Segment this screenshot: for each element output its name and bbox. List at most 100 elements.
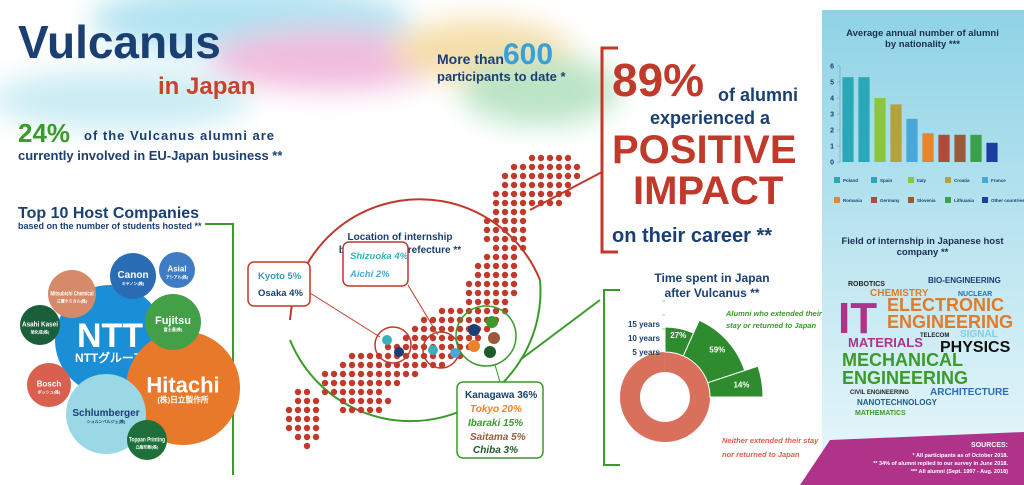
participants-suffix: participants to date * (437, 69, 567, 84)
time-title: after Vulcanus ** (665, 286, 760, 300)
map-dot (501, 289, 509, 297)
legend-label: Romania (843, 198, 863, 203)
map-dot (537, 172, 545, 180)
map-dot (420, 361, 428, 369)
map-dot (294, 424, 302, 432)
prefecture: Chiba 3% (473, 445, 518, 456)
legend-text: Neither extended their stay (722, 436, 819, 445)
map-dot (537, 154, 545, 162)
marker (450, 348, 460, 358)
map-dot (474, 298, 482, 306)
segment-label: 27% (670, 331, 686, 340)
impact-percent: 89% (612, 54, 704, 106)
map-dot (528, 181, 536, 189)
y-tick-label: 5 (830, 80, 834, 87)
y-tick-label: 3 (830, 112, 834, 119)
map-dot (573, 172, 581, 180)
map-dot (438, 361, 446, 369)
company-local-name: (株)日立製作所 (157, 394, 209, 404)
impact-text: experienced a (650, 108, 771, 128)
map-dot (483, 217, 491, 225)
bar (858, 77, 870, 162)
legend-text: Alumni who extended their (725, 309, 823, 318)
field-word: ENGINEERING (842, 368, 968, 388)
map-dot (411, 343, 419, 351)
map-dot (492, 298, 500, 306)
map-dot (510, 172, 518, 180)
map-dot (510, 208, 518, 216)
bar (842, 77, 854, 162)
bar (938, 134, 950, 162)
map-dot (501, 190, 509, 198)
map-dot (411, 370, 419, 378)
field-word: ELECTRONIC (887, 295, 1004, 315)
company-local-name: キヤノン(株) (122, 280, 145, 286)
map-dot (483, 226, 491, 234)
map-dot (537, 199, 545, 207)
map-dot (303, 406, 311, 414)
map-title: Location of internship (348, 232, 453, 243)
map-dot (510, 181, 518, 189)
map-dot (303, 424, 311, 432)
legend-text: nor returned to Japan (722, 450, 800, 459)
map-dot (312, 433, 320, 441)
legend-swatch (945, 177, 951, 183)
impact-text: POSITIVE (612, 128, 797, 172)
map-dot (411, 361, 419, 369)
bar (970, 134, 982, 162)
map-dot (519, 172, 527, 180)
field-word: PHYSICS (940, 339, 1011, 356)
map-dot (555, 154, 563, 162)
callout (247, 261, 311, 307)
map-dot (474, 307, 482, 315)
map-dot (438, 316, 446, 324)
map-dot (402, 343, 410, 351)
map-dot (546, 154, 554, 162)
company-name: Hitachi (146, 372, 219, 397)
map-dot (492, 253, 500, 261)
legend-label: Poland (843, 178, 858, 183)
map-dot (438, 352, 446, 360)
map-dot (501, 172, 509, 180)
field-word: SIGNAL (960, 329, 998, 340)
map-dot (366, 388, 374, 396)
map-dot (510, 226, 518, 234)
radial-chart: 27% 59% 14% (620, 300, 764, 442)
companies-title: Top 10 Host Companies (18, 205, 199, 222)
map-dot (330, 370, 338, 378)
map-dot (312, 415, 320, 423)
map-dot (474, 271, 482, 279)
map-dot (564, 154, 572, 162)
map-dot (438, 325, 446, 333)
map-dot (519, 199, 527, 207)
map-dot (492, 217, 500, 225)
map-dot (303, 388, 311, 396)
map-dot (555, 172, 563, 180)
map-dot (384, 379, 392, 387)
map-dot (528, 163, 536, 171)
marker (382, 335, 392, 345)
map-dot (492, 271, 500, 279)
map-dot (285, 424, 293, 432)
map-dot (375, 406, 383, 414)
map-dot (357, 379, 365, 387)
map-dot (303, 415, 311, 423)
map-dot (492, 262, 500, 270)
impact-text: on their career ** (612, 225, 772, 247)
map-dot (483, 325, 491, 333)
company-bubble (27, 363, 71, 407)
map-dot (510, 262, 518, 270)
map-dot (492, 244, 500, 252)
map-dot (537, 190, 545, 198)
map-dot (420, 316, 428, 324)
map-dot (402, 370, 410, 378)
map-dot (348, 352, 356, 360)
map-dot (294, 433, 302, 441)
map-dot (447, 325, 455, 333)
map-dot (528, 172, 536, 180)
map-dot (294, 415, 302, 423)
connector (494, 364, 501, 383)
map-dot (510, 217, 518, 225)
source-note: ** 34% of alumni replied to our survey i… (873, 461, 1008, 467)
map-dot (483, 307, 491, 315)
